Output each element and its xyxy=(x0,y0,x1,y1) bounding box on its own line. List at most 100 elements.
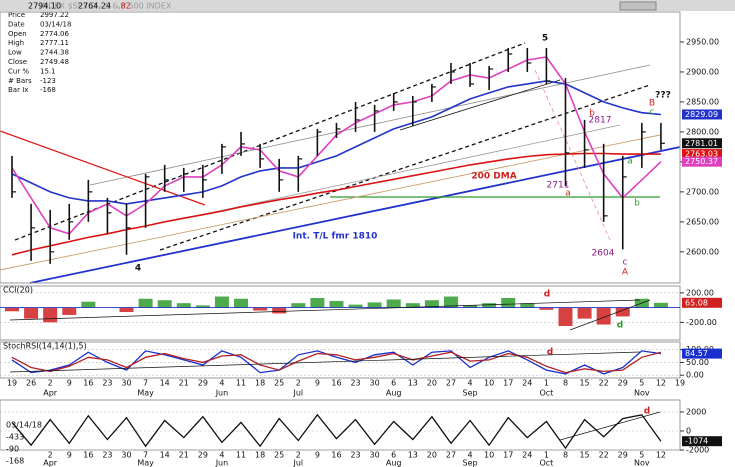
x-tick-label: 2 xyxy=(48,379,53,388)
value-box xyxy=(682,297,722,308)
x-tick-label: 20 xyxy=(427,379,437,388)
annotation: b xyxy=(634,199,640,209)
x-tick-label: 4 xyxy=(468,379,473,388)
trend-line xyxy=(159,84,651,251)
toolbar-title: INDEX $SPX.D - S & P 500 INDEX xyxy=(40,2,172,11)
panel-frame xyxy=(0,399,681,451)
x-tick-label: 30 xyxy=(370,379,380,388)
x-tick-label: 13 xyxy=(408,379,418,388)
annotation: Int. T/L fmr 1810 xyxy=(293,232,378,242)
histogram-bar xyxy=(501,298,516,308)
annotation: B xyxy=(649,99,655,109)
side-label: -433 xyxy=(6,433,24,442)
info-value: 2744.38 xyxy=(40,49,69,57)
side-label: -90 xyxy=(6,445,19,454)
annotation: 4 xyxy=(135,264,141,274)
x-tick-label: 6 xyxy=(391,379,396,388)
month-label: May xyxy=(137,389,154,398)
month-label: Apr xyxy=(43,389,58,398)
x-tick-label: 11 xyxy=(236,451,246,460)
indicator-trend-line xyxy=(9,299,641,321)
histogram-bar xyxy=(405,303,420,308)
annotation: a xyxy=(627,157,633,167)
toolbar-buttons[interactable] xyxy=(619,1,657,11)
x-tick-label: 18 xyxy=(255,379,265,388)
histogram-bar xyxy=(615,307,630,317)
value-box xyxy=(682,109,722,120)
x-tick-label: 23 xyxy=(350,451,360,460)
annotation: c xyxy=(650,108,655,118)
annotation: 2604 xyxy=(592,249,615,259)
month-label: Jun xyxy=(215,389,229,398)
trend-line xyxy=(0,134,661,271)
toolbar-change: .82 xyxy=(118,2,131,11)
x-tick-label: 13 xyxy=(408,451,418,460)
trend-line xyxy=(0,130,206,206)
histogram-bar xyxy=(310,298,325,308)
info-label: Bar Ix xyxy=(8,86,28,94)
info-value: -123 xyxy=(40,77,56,85)
y-tick-label: 0 xyxy=(686,426,691,435)
month-label: Nov xyxy=(634,389,650,398)
month-label: Aug xyxy=(386,389,402,398)
y-tick-label: 0.00 xyxy=(686,371,704,380)
month-label: Jul xyxy=(292,389,303,398)
x-tick-label: 7 xyxy=(143,379,148,388)
x-tick-label: 1 xyxy=(544,379,549,388)
x-tick-label: 11 xyxy=(236,379,246,388)
panel-frame xyxy=(0,11,681,284)
x-tick-label: 2 xyxy=(48,451,53,460)
x-tick-label: 21 xyxy=(179,451,189,460)
x-tick-label: 30 xyxy=(121,379,131,388)
x-tick-label: 24 xyxy=(522,379,532,388)
series-line xyxy=(11,152,661,256)
annotation: d xyxy=(617,321,623,331)
histogram-bar xyxy=(176,303,191,308)
x-tick-label: 20 xyxy=(427,451,437,460)
annotation: A xyxy=(622,268,629,278)
histogram-bar xyxy=(291,303,306,308)
x-tick-label: 4 xyxy=(219,451,224,460)
value-box-label: 65.08 xyxy=(685,298,708,307)
y-tick-label: 2000 xyxy=(686,407,706,416)
value-box xyxy=(682,149,722,160)
x-tick-label: 29 xyxy=(618,379,628,388)
value-box xyxy=(682,138,722,149)
x-tick-label: 29 xyxy=(618,451,628,460)
histogram-bar xyxy=(234,298,249,308)
month-label: Apr xyxy=(43,459,58,467)
x-tick-label: 5 xyxy=(639,379,644,388)
x-tick-label: 19 xyxy=(675,379,685,388)
x-tick-label: 9 xyxy=(315,451,320,460)
month-label: Jun xyxy=(215,459,229,467)
indicator-title: StochRSI(14,14(1),5) xyxy=(3,342,87,351)
histogram-bar xyxy=(463,305,478,308)
annotation: d xyxy=(644,407,650,417)
x-tick-label: 24 xyxy=(522,451,532,460)
month-label: Aug xyxy=(386,459,402,467)
value-box xyxy=(682,348,722,359)
annotation: a xyxy=(565,189,571,199)
x-tick-label: 12 xyxy=(656,379,666,388)
info-label: # Bars xyxy=(8,77,32,85)
annotation: 200 DMA xyxy=(471,172,516,182)
histogram-bar xyxy=(520,303,535,308)
x-tick-label: 15 xyxy=(579,379,589,388)
info-value: 2997.22 xyxy=(40,11,69,19)
annotation: 2711 xyxy=(547,181,570,191)
y-tick-label: 2800.00 xyxy=(686,127,719,136)
x-tick-label: 9 xyxy=(67,451,72,460)
month-label: May xyxy=(137,459,154,467)
x-tick-label: 16 xyxy=(331,379,341,388)
histogram-bar xyxy=(539,307,554,310)
x-tick-label: 23 xyxy=(350,379,360,388)
trend-line xyxy=(399,79,561,131)
value-box-label: -1074 xyxy=(685,437,708,446)
x-tick-label: 16 xyxy=(83,451,93,460)
y-tick-label: -200.00 xyxy=(686,318,717,327)
series-line xyxy=(11,350,661,375)
month-label: Sep xyxy=(463,459,478,467)
panel-frame xyxy=(0,341,681,379)
y-tick-label: 200.00 xyxy=(686,288,714,297)
month-label: Oct xyxy=(539,389,553,398)
